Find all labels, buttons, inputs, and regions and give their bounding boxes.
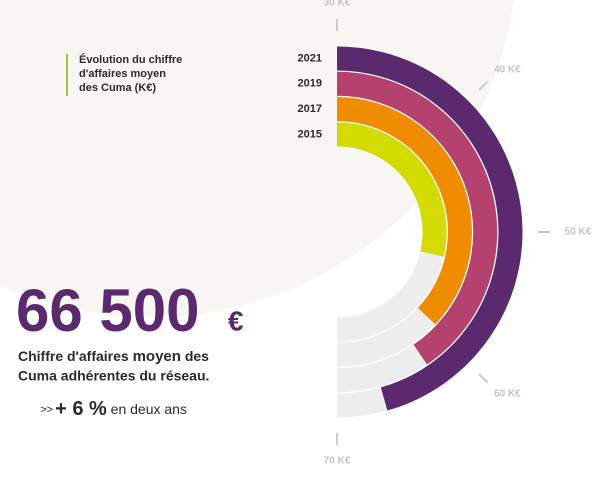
- headline-amount: 66 500: [16, 277, 200, 344]
- tick-label: 30 K€: [324, 0, 351, 9]
- growth-text: >> + 6 % en deux ans: [18, 398, 200, 420]
- chart-title: d'affaires moyen: [79, 68, 166, 80]
- bar: [336, 97, 472, 325]
- tick-mark: [478, 80, 489, 91]
- growth-prefix: >>: [40, 404, 53, 416]
- chart-title: des Cuma (K€): [79, 82, 156, 94]
- text-part: Chiffre d'affaires: [18, 348, 133, 364]
- text-part: des: [181, 348, 209, 364]
- headline-text: Cuma adhérentes du réseau.: [18, 368, 209, 384]
- tick-label: 60 K€: [494, 389, 521, 400]
- text-emphasis: moyen: [133, 348, 181, 365]
- growth-suffix: en deux ans: [107, 401, 187, 417]
- category-label: 2021: [298, 52, 322, 64]
- bar: [336, 122, 447, 257]
- bar: [336, 46, 523, 411]
- tick-label: 40 K€: [494, 65, 521, 76]
- category-label: 2017: [298, 103, 322, 115]
- tick-mark: [478, 373, 489, 384]
- bar: [336, 71, 498, 365]
- category-label: 2019: [298, 78, 322, 90]
- headline-currency: €: [228, 305, 244, 336]
- growth-value: + 6 %: [55, 398, 107, 420]
- tick-label: 70 K€: [324, 456, 351, 467]
- category-label: 2015: [298, 128, 322, 140]
- chart-title: Évolution du chiffre: [79, 53, 182, 66]
- headline-text: Chiffre d'affaires moyen des: [18, 348, 209, 365]
- tick-label: 50 K€: [565, 227, 592, 238]
